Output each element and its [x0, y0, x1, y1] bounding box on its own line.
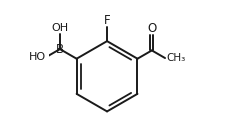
Text: B: B [56, 43, 64, 56]
Text: HO: HO [29, 52, 46, 62]
Text: F: F [103, 14, 110, 27]
Text: CH₃: CH₃ [165, 53, 185, 63]
Text: OH: OH [51, 23, 68, 33]
Text: O: O [147, 22, 156, 35]
